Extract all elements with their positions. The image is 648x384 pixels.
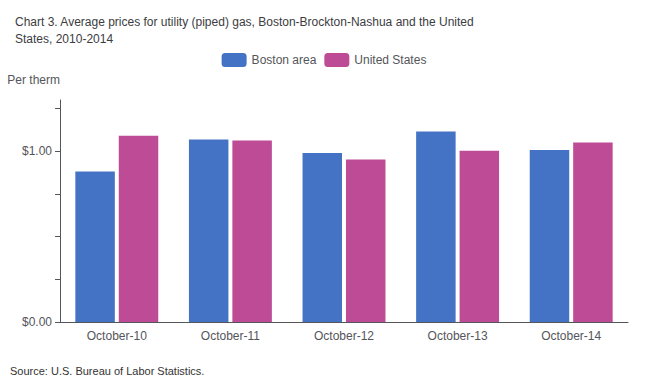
svg-text:October-13: October-13 bbox=[428, 329, 488, 343]
svg-text:October-12: October-12 bbox=[314, 329, 374, 343]
svg-text:October-11: October-11 bbox=[201, 329, 260, 343]
svg-text:Boston area: Boston area bbox=[252, 53, 317, 67]
svg-text:Source: U.S. Bureau of Labor S: Source: U.S. Bureau of Labor Statistics. bbox=[10, 365, 204, 377]
svg-text:States, 2010-2014: States, 2010-2014 bbox=[15, 32, 113, 46]
svg-text:October-14: October-14 bbox=[541, 329, 601, 343]
svg-text:October-10: October-10 bbox=[87, 329, 147, 343]
svg-text:Chart 3. Average prices for ut: Chart 3. Average prices for utility (pip… bbox=[15, 15, 474, 29]
svg-text:United States: United States bbox=[354, 53, 426, 67]
svg-text:$1.00: $1.00 bbox=[22, 144, 52, 158]
svg-text:$0.00: $0.00 bbox=[22, 315, 52, 329]
svg-text:Per therm: Per therm bbox=[7, 73, 60, 87]
